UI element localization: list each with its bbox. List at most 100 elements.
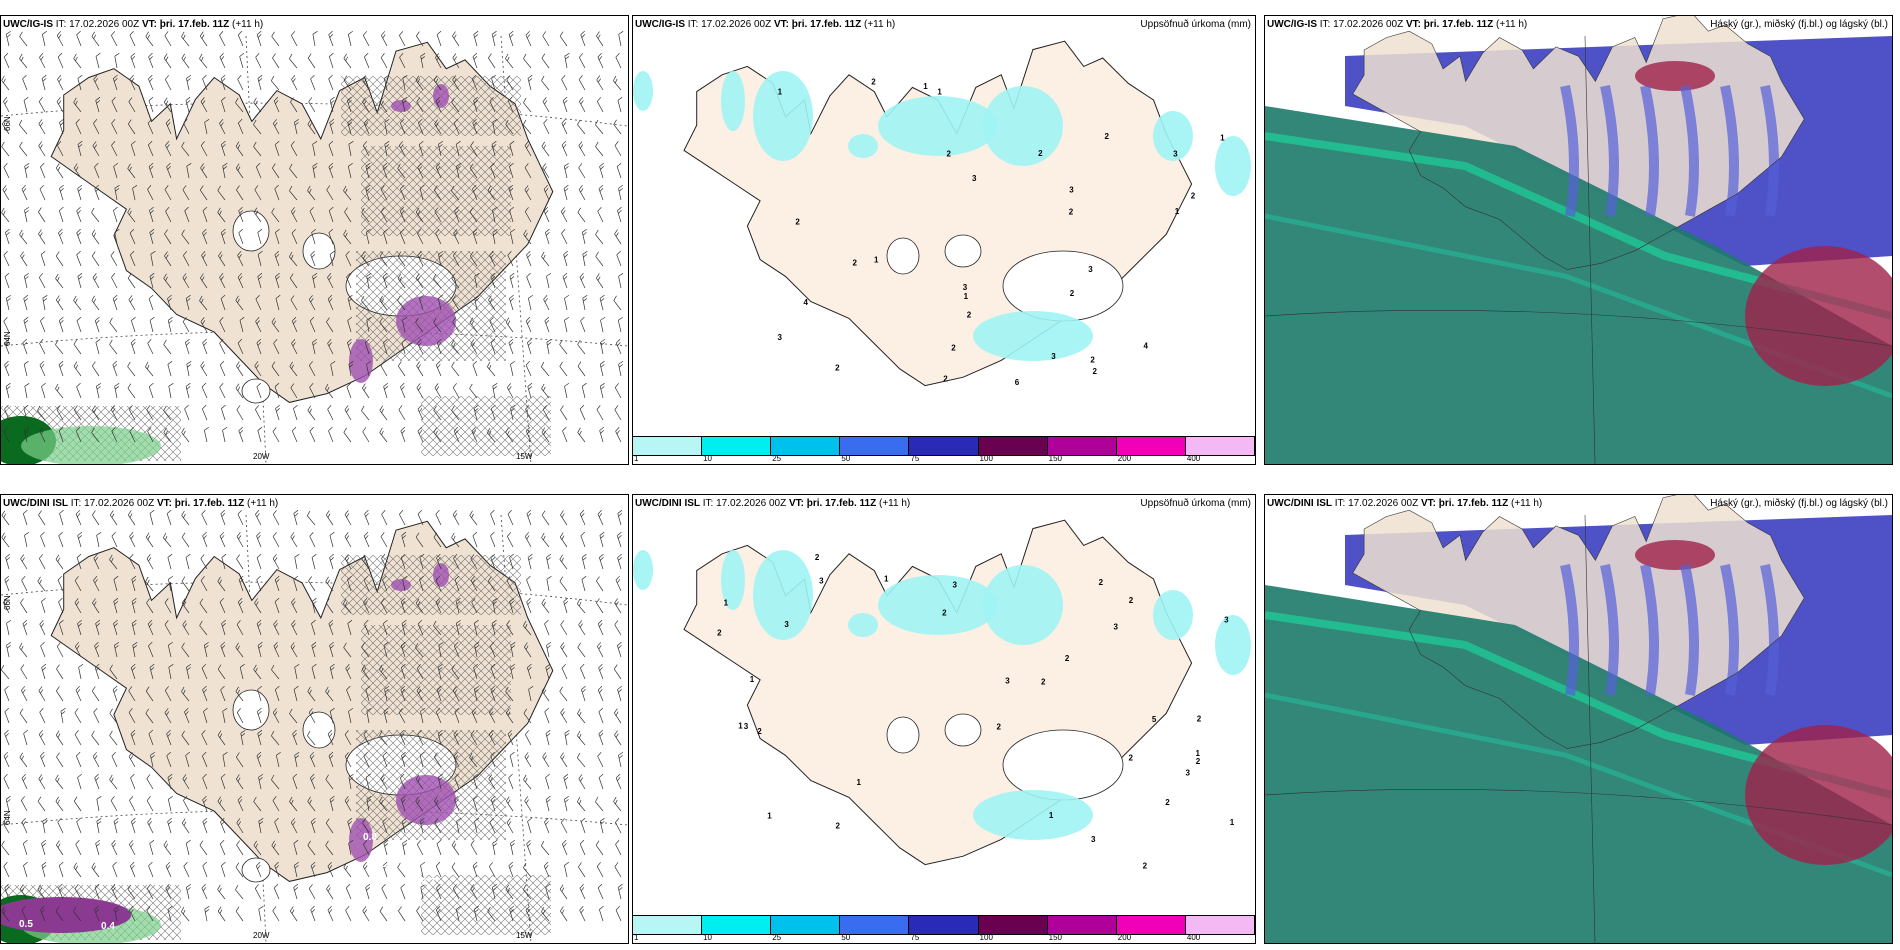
axis-label: 15W	[516, 931, 533, 940]
colorbar-swatch	[702, 437, 772, 455]
axis-label: 20W	[253, 931, 270, 940]
wind-map: 66N 64N 20W 15W	[1, 30, 628, 464]
precip-amount: 2	[1143, 861, 1148, 870]
colorbar-swatch	[840, 437, 910, 455]
axis-label: 20W	[253, 452, 270, 461]
init-time: 17.02.2026 00Z	[1348, 498, 1419, 509]
panel-header: UWC/DINI ISL IT: 17.02.2026 00Z VT: þri.…	[635, 498, 910, 509]
precip-amount: 3	[778, 333, 783, 342]
precip-amount: 2	[1090, 356, 1095, 365]
precip-amount: 1	[1196, 749, 1201, 758]
lead-time: (+11 h)	[247, 498, 279, 509]
precip-colorbar	[633, 915, 1255, 935]
valid-time-label: VT:	[156, 498, 172, 509]
colorbar-swatch	[633, 916, 703, 934]
init-time: 17.02.2026 00Z	[701, 19, 772, 30]
colorbar-tick-label: 75	[910, 454, 920, 463]
colorbar-swatch	[633, 437, 703, 455]
init-time: 17.02.2026 00Z	[1333, 19, 1404, 30]
colorbar-tick-label: 150	[1048, 454, 1063, 463]
precip-amount: 1	[874, 255, 879, 264]
cloud-map	[1265, 16, 1892, 464]
lead-time: (+11 h)	[232, 19, 264, 30]
lead-time: (+11 h)	[1496, 19, 1528, 30]
valid-time: þri. 17.feb. 11Z	[174, 498, 245, 509]
init-time: 17.02.2026 00Z	[84, 498, 155, 509]
cloud-map	[1265, 495, 1892, 943]
precip-amount: 2	[835, 364, 840, 373]
precip-amount: 1	[724, 599, 729, 608]
valid-time-label: VT:	[141, 19, 157, 30]
precip-amount: 2	[1196, 757, 1201, 766]
colorbar-swatch	[1185, 437, 1255, 455]
precip-amount: 3	[953, 581, 958, 590]
field-description: Háský (gr.), miðský (fj.bl.) og lágský (…	[1710, 19, 1888, 30]
colorbar-tick-label: 400	[1186, 933, 1201, 942]
init-time-label: IT:	[687, 19, 699, 30]
panel-precip-dini-isl: UWC/DINI ISL IT: 17.02.2026 00Z VT: þri.…	[632, 494, 1256, 944]
precip-amount: 6	[1015, 378, 1020, 387]
valid-time-label: VT:	[773, 19, 789, 30]
panel-wind-dini-isl: UWC/DINI ISL IT: 17.02.2026 00Z VT: þri.…	[0, 494, 629, 944]
precip-amount: 1	[738, 722, 743, 731]
valid-time-label: VT:	[788, 498, 804, 509]
precip-amount: 2	[997, 722, 1002, 731]
init-time-label: IT:	[70, 498, 82, 509]
precip-amount: 2	[1129, 596, 1134, 605]
colorbar-tick-label: 10	[703, 454, 713, 463]
precip-amount: 2	[1165, 798, 1170, 807]
precip-amount: 2	[815, 553, 820, 562]
precip-amount: 3	[1088, 265, 1093, 274]
colorbar-tick-label: 1	[634, 933, 639, 942]
init-time-label: IT:	[1319, 19, 1331, 30]
precip-amount: 3	[1186, 769, 1191, 778]
init-time-label: IT:	[702, 498, 714, 509]
precip-amount: 2	[1129, 753, 1134, 762]
precip-amount: 1	[1175, 207, 1180, 216]
panel-wind-ig-is: UWC/IG-IS IT: 17.02.2026 00Z VT: þri. 17…	[0, 15, 629, 465]
precip-amount: 2	[1197, 715, 1202, 724]
colorbar-swatch	[1047, 916, 1117, 934]
lead-time: (+11 h)	[864, 19, 896, 30]
precip-amount: 4	[1144, 341, 1149, 350]
init-time-label: IT:	[55, 19, 67, 30]
contour-value: 0.8	[363, 832, 377, 843]
colorbar-tick-label: 200	[1117, 933, 1132, 942]
precip-amount: 3	[744, 722, 749, 731]
precip-amount: 3	[1224, 616, 1229, 625]
contour-value: 0.5	[19, 919, 33, 930]
init-time: 17.02.2026 00Z	[716, 498, 787, 509]
colorbar-swatch	[1116, 437, 1186, 455]
precip-amount: 2	[967, 311, 972, 320]
precip-amount: 1	[1220, 133, 1225, 142]
precip-amount: 1	[1049, 811, 1054, 820]
precip-amount: 1	[1230, 818, 1235, 827]
precip-amount: 2	[836, 822, 841, 831]
init-time: 17.02.2026 00Z	[69, 19, 140, 30]
colorbar-tick-label: 100	[979, 933, 993, 942]
precip-amount: 2	[942, 608, 947, 617]
precip-amount: 2	[1099, 578, 1104, 587]
colorbar-swatch	[702, 916, 772, 934]
wind-map: 66N 64N 20W 15W 0.5 0.4 1.0 0.8 0.7	[1, 509, 628, 943]
precip-amount: 2	[853, 259, 858, 268]
axis-label: 66N	[3, 116, 12, 131]
model-title: UWC/DINI ISL	[635, 498, 700, 509]
valid-time: þri. 17.feb. 11Z	[1423, 19, 1494, 30]
precip-amount: 2	[717, 628, 722, 637]
colorbar-tick-label: 25	[772, 454, 782, 463]
colorbar-swatch	[1116, 916, 1186, 934]
field-description: Uppsöfnuð úrkoma (mm)	[1140, 498, 1251, 509]
colorbar-swatch	[771, 916, 841, 934]
precip-amount: 5	[1152, 715, 1157, 724]
valid-time: þri. 17.feb. 11Z	[159, 19, 230, 30]
precip-amount: 1	[923, 82, 928, 91]
colorbar-swatch	[840, 916, 910, 934]
valid-time-label: VT:	[1420, 498, 1436, 509]
lead-time: (+11 h)	[1511, 498, 1543, 509]
precip-amount: 2	[1105, 132, 1110, 141]
precip-amount: 2	[1038, 149, 1043, 158]
precip-colorbar	[633, 436, 1255, 456]
panel-header: UWC/DINI ISL IT: 17.02.2026 00Z VT: þri.…	[1267, 498, 1542, 509]
